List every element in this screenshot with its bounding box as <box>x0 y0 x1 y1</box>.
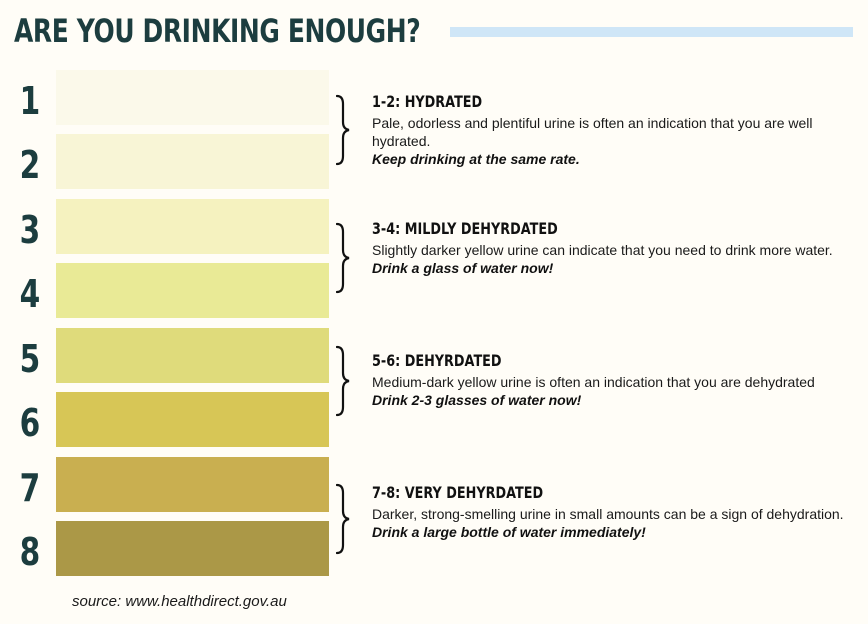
hydration-group-5-6: 5-6: DEHYRDATED Medium-dark yellow urine… <box>372 351 862 410</box>
group-title: 5-6: DEHYRDATED <box>372 351 502 370</box>
hydration-group-1-2: 1-2: HYDRATED Pale, odorless and plentif… <box>372 92 862 169</box>
color-swatch-4 <box>56 263 329 318</box>
scale-number-6: 6 <box>19 401 41 445</box>
brace-icon <box>336 345 350 417</box>
scale-number-3: 3 <box>19 208 41 252</box>
group-description: Pale, odorless and plentiful urine is of… <box>372 115 813 149</box>
group-action: Drink a glass of water now! <box>372 260 554 276</box>
group-description: Slightly darker yellow urine can indicat… <box>372 242 833 258</box>
color-swatch-1 <box>56 70 329 125</box>
group-action: Drink 2-3 glasses of water now! <box>372 392 582 408</box>
group-title: 1-2: HYDRATED <box>372 92 483 111</box>
scale-number-8: 8 <box>19 530 41 574</box>
group-title: 3-4: MILDLY DEHYRDATED <box>372 219 558 238</box>
color-swatch-7 <box>56 457 329 512</box>
brace-icon <box>336 483 350 555</box>
brace-icon <box>336 94 350 166</box>
hydration-group-3-4: 3-4: MILDLY DEHYRDATED Slightly darker y… <box>372 219 862 278</box>
brace-icon <box>336 222 350 294</box>
scale-number-5: 5 <box>19 337 41 381</box>
scale-number-4: 4 <box>19 272 41 316</box>
group-action: Drink a large bottle of water immediatel… <box>372 524 646 540</box>
group-title: 7-8: VERY DEHYRDATED <box>372 483 544 502</box>
scale-number-7: 7 <box>19 466 41 510</box>
scale-number-2: 2 <box>19 143 41 187</box>
hydration-group-7-8: 7-8: VERY DEHYRDATED Darker, strong-smel… <box>372 483 862 542</box>
color-swatch-3 <box>56 199 329 254</box>
group-description: Darker, strong-smelling urine in small a… <box>372 506 844 522</box>
source-credit: source: www.healthdirect.gov.au <box>72 593 287 610</box>
group-action: Keep drinking at the same rate. <box>372 151 580 167</box>
color-swatch-8 <box>56 521 329 576</box>
title-accent-bar <box>450 27 853 37</box>
page-title: ARE YOU DRINKING ENOUGH? <box>14 12 421 50</box>
scale-number-1: 1 <box>19 79 41 123</box>
group-description: Medium-dark yellow urine is often an ind… <box>372 374 815 390</box>
color-swatch-2 <box>56 134 329 189</box>
color-swatch-5 <box>56 328 329 383</box>
color-swatch-6 <box>56 392 329 447</box>
